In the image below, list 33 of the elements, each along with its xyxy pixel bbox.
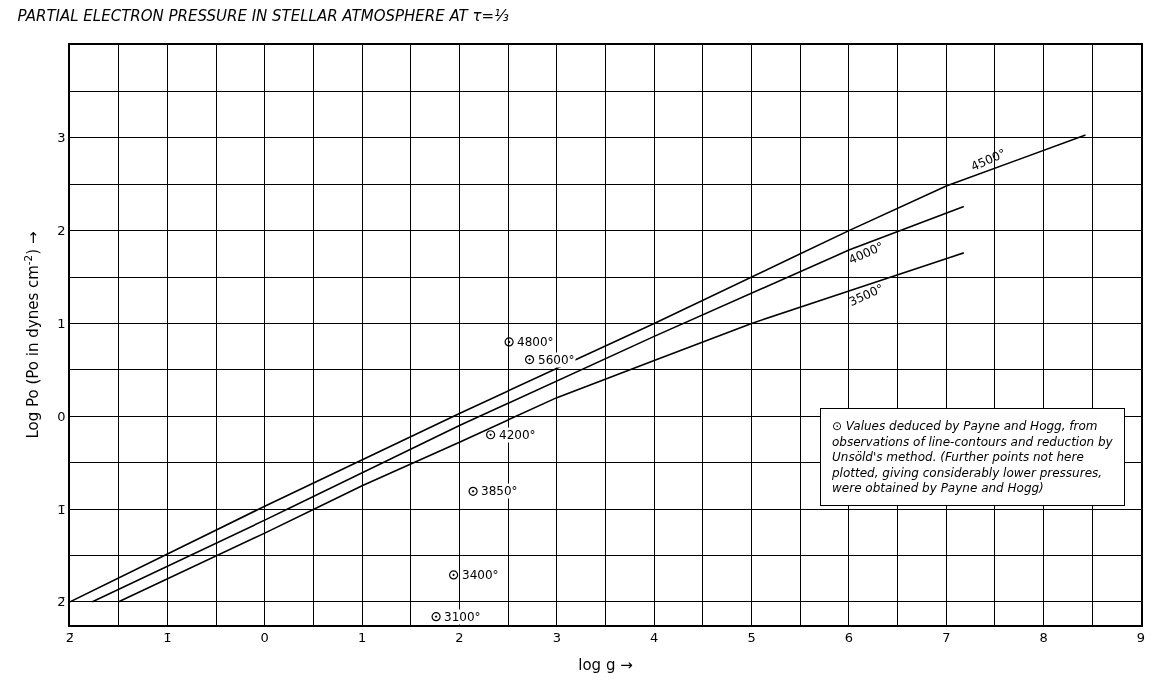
x-tick-label: 7 — [942, 630, 951, 646]
y-tick-label: 3 — [57, 130, 66, 146]
x-tick-label: 1 — [357, 630, 367, 646]
series-label: 3100° — [444, 610, 481, 624]
chart-title: PARTIAL ELECTRON PRESSURE IN STELLAR ATMOSPHERE AT τ=⅓ — [17, 6, 510, 25]
point — [504, 337, 514, 347]
x-tick-label: 8 — [1039, 630, 1048, 646]
point — [431, 612, 441, 622]
series-label: 4800° — [517, 335, 554, 349]
y-tick-label: 1 — [57, 315, 66, 331]
point — [468, 486, 478, 496]
x-axis-title: log g → — [578, 655, 633, 674]
y-tick-label: 2 — [57, 223, 66, 239]
y-tick-label: 2̄ — [57, 594, 66, 610]
x-tick-label: 9 — [1136, 630, 1146, 646]
x-tick-label: 0 — [260, 630, 269, 646]
series-label: 3400° — [462, 568, 499, 582]
series-label: 3850° — [481, 484, 518, 498]
text: 4500° — [968, 146, 1008, 174]
y-tick-label: 1̄ — [57, 501, 66, 517]
point — [524, 354, 535, 365]
x-tick-label: 3 — [552, 630, 561, 646]
point — [486, 430, 496, 440]
x-tick-label: 4 — [650, 630, 659, 646]
point — [449, 570, 459, 580]
series-label: 5600° — [538, 353, 575, 367]
series-label: 4200° — [499, 428, 536, 442]
x-tick-label: 1̄ — [163, 630, 172, 646]
x-tick-label: 5 — [747, 630, 756, 646]
x-tick-label: 2 — [455, 630, 464, 646]
x-tick-label: 6 — [844, 630, 854, 646]
y-tick-label: 0 — [57, 408, 66, 424]
annotation: ⊙ Values deduced by Payne and Hogg, from observations of line-contours and reduction by Unsöld's method. (Further points not here plotted, giving considerably lower pressures, were obtained by Payne and Hogg) — [831, 419, 1114, 496]
